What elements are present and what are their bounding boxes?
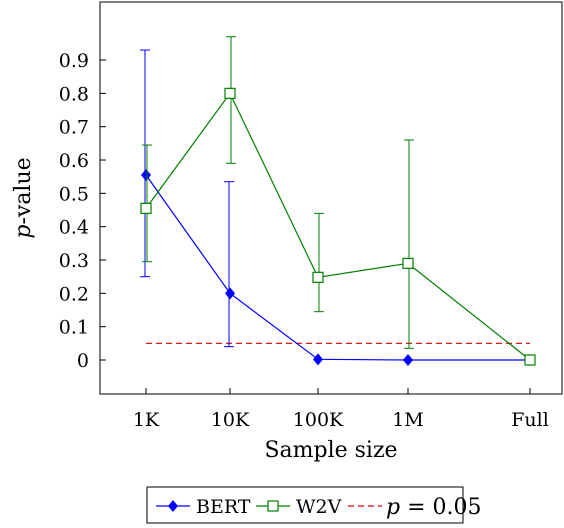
legend-item-threshold: p = 0.05 bbox=[348, 495, 482, 520]
data-point bbox=[225, 287, 235, 300]
legend-bert-marker bbox=[168, 500, 178, 512]
series-w2v bbox=[140, 36, 536, 366]
legend-item-bert: BERT bbox=[156, 496, 251, 518]
y-tick-label: 0.6 bbox=[59, 150, 89, 172]
data-point bbox=[313, 353, 323, 366]
data-point bbox=[403, 354, 413, 366]
x-tick-label: 10K bbox=[211, 409, 250, 431]
series-bert bbox=[140, 49, 535, 366]
data-point bbox=[402, 257, 414, 269]
legend-threshold-label: p = 0.05 bbox=[386, 495, 482, 520]
y-axis-title: p-value bbox=[11, 157, 36, 238]
legend-w2v-marker bbox=[267, 500, 279, 512]
y-tick-label: 0.9 bbox=[59, 50, 89, 72]
series-line bbox=[145, 92, 531, 361]
x-tick-label: 1M bbox=[392, 409, 424, 431]
data-point bbox=[141, 169, 151, 182]
y-axis-title-var: p bbox=[11, 225, 36, 239]
data-point bbox=[224, 87, 236, 99]
y-tick-label: 0.4 bbox=[59, 217, 89, 239]
legend-bert-label: BERT bbox=[196, 496, 251, 518]
y-tick-label: 0.3 bbox=[59, 250, 89, 272]
y-axis: 0 0.1 0.2 0.3 0.4 0.5 0.6 0.7 0.8 0.9 bbox=[59, 50, 106, 372]
y-tick-label: 0.8 bbox=[59, 83, 89, 105]
series-line bbox=[145, 174, 530, 361]
data-point bbox=[524, 354, 536, 366]
x-axis: 1K 10K 100K 1M Full bbox=[133, 388, 549, 431]
x-tick-label: 1K bbox=[133, 409, 160, 431]
legend-box bbox=[146, 486, 464, 524]
data-point bbox=[312, 271, 324, 283]
x-axis-title: Sample size bbox=[264, 438, 397, 463]
y-tick-label: 0.1 bbox=[59, 317, 89, 339]
plot-frame bbox=[99, 1, 563, 395]
series-layer bbox=[140, 36, 536, 366]
y-tick-label: 0.2 bbox=[59, 283, 89, 305]
legend: BERT W2V p = 0.05 bbox=[146, 486, 482, 524]
x-tick-label: Full bbox=[511, 409, 549, 431]
y-tick-label: 0.7 bbox=[59, 117, 89, 139]
legend-threshold-var: p bbox=[386, 495, 400, 520]
legend-threshold-rest: = 0.05 bbox=[400, 495, 481, 520]
x-tick-label: 100K bbox=[293, 409, 344, 431]
legend-w2v-label: W2V bbox=[296, 496, 342, 518]
data-point bbox=[140, 202, 152, 214]
legend-item-w2v: W2V bbox=[256, 496, 342, 518]
y-tick-label: 0 bbox=[77, 350, 89, 372]
y-tick-label: 0.5 bbox=[59, 183, 89, 205]
y-axis-title-rest: -value bbox=[11, 157, 36, 224]
